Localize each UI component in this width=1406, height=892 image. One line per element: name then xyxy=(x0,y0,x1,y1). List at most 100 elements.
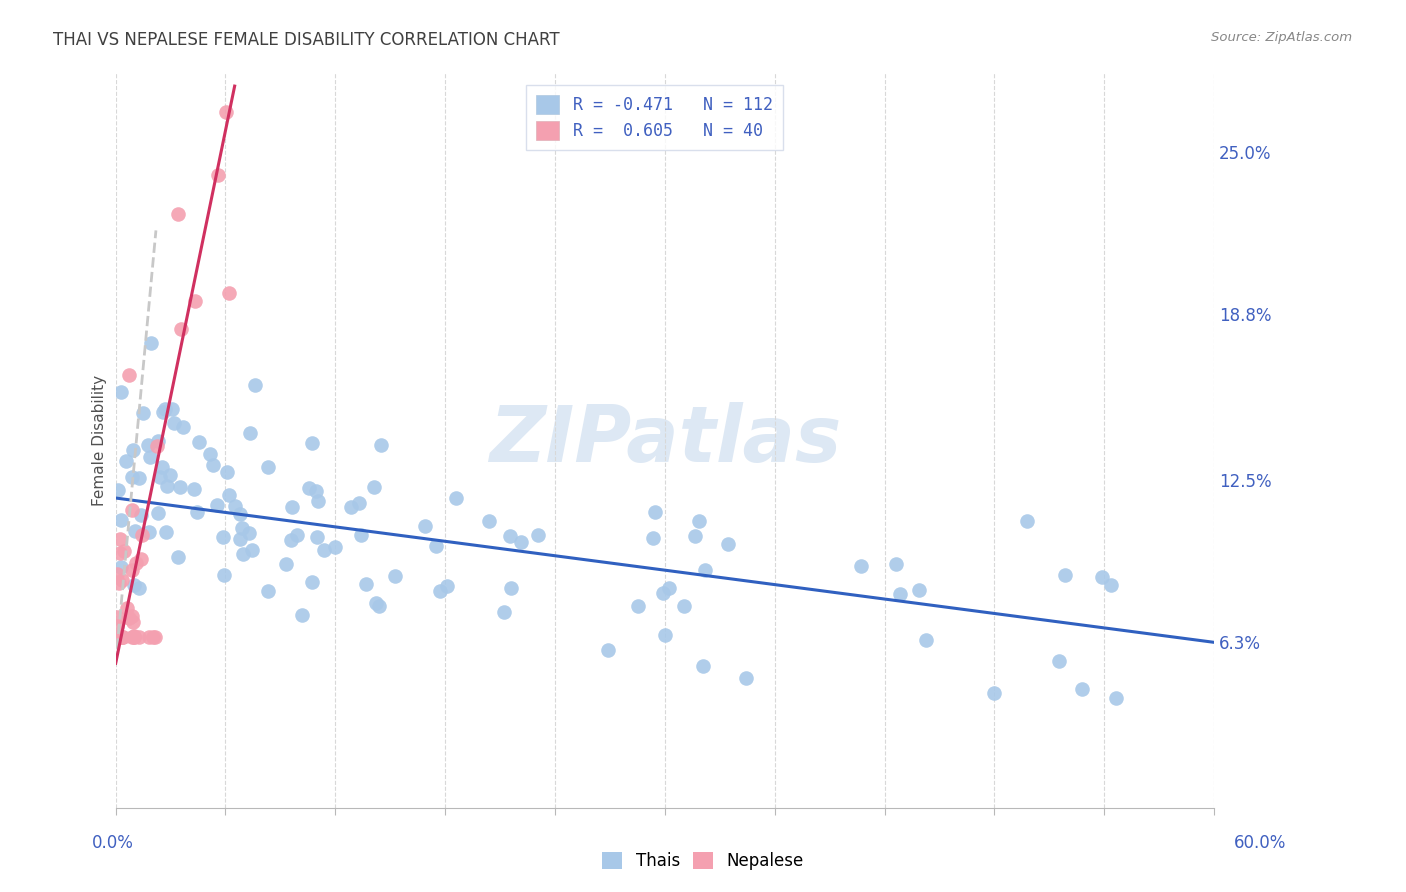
Point xyxy=(167,207,190,221)
Point xyxy=(146,434,169,448)
Point xyxy=(132,406,155,420)
Point xyxy=(350,527,373,541)
Point xyxy=(285,528,308,542)
Point xyxy=(128,581,150,595)
Point xyxy=(367,599,389,614)
Point xyxy=(105,610,128,624)
Point xyxy=(301,436,323,450)
Point xyxy=(187,434,209,449)
Point xyxy=(305,484,328,499)
Point xyxy=(693,563,716,577)
Point xyxy=(425,540,447,554)
Point xyxy=(163,416,186,430)
Point xyxy=(240,542,263,557)
Point xyxy=(142,630,165,644)
Text: THAI VS NEPALESE FEMALE DISABILITY CORRELATION CHART: THAI VS NEPALESE FEMALE DISABILITY CORRE… xyxy=(53,31,560,49)
Point xyxy=(915,633,938,648)
Point xyxy=(1015,514,1038,528)
Point xyxy=(444,491,467,505)
Legend: Thais, Nepalese: Thais, Nepalese xyxy=(596,845,810,877)
Point xyxy=(139,450,162,464)
Point xyxy=(122,443,145,458)
Point xyxy=(849,559,872,574)
Point xyxy=(983,686,1005,700)
Point xyxy=(492,605,515,619)
Point xyxy=(145,439,167,453)
Point xyxy=(128,471,150,485)
Point xyxy=(658,581,681,595)
Point xyxy=(202,458,225,472)
Point xyxy=(231,520,253,534)
Point xyxy=(257,583,280,598)
Point xyxy=(499,582,522,596)
Point xyxy=(198,447,221,461)
Point xyxy=(129,508,152,522)
Point xyxy=(111,630,134,644)
Point xyxy=(150,460,173,475)
Point xyxy=(280,500,302,514)
Point xyxy=(121,470,143,484)
Point xyxy=(291,607,314,622)
Point xyxy=(1105,690,1128,705)
Point xyxy=(136,438,159,452)
Point xyxy=(162,402,184,417)
Point xyxy=(652,586,675,600)
Point xyxy=(207,169,229,183)
Point xyxy=(110,513,132,527)
Point xyxy=(363,480,385,494)
Point xyxy=(644,504,666,518)
Point xyxy=(1053,568,1076,582)
Point xyxy=(298,481,321,495)
Point xyxy=(122,630,145,644)
Point xyxy=(121,615,143,629)
Point xyxy=(1091,570,1114,584)
Point xyxy=(110,560,132,574)
Point xyxy=(121,609,143,624)
Point xyxy=(889,587,911,601)
Point xyxy=(112,544,135,558)
Point xyxy=(207,498,229,512)
Text: ZIPatlas: ZIPatlas xyxy=(489,402,841,478)
Point xyxy=(170,322,193,336)
Point xyxy=(107,630,129,644)
Point xyxy=(672,599,695,613)
Point xyxy=(115,453,138,467)
Point xyxy=(121,503,143,517)
Point xyxy=(138,630,160,644)
Point xyxy=(627,599,650,613)
Point xyxy=(215,105,238,120)
Point xyxy=(111,630,134,644)
Point xyxy=(498,529,520,543)
Legend: R = -0.471   N = 112, R =  0.605   N = 40: R = -0.471 N = 112, R = 0.605 N = 40 xyxy=(526,85,783,150)
Point xyxy=(224,500,246,514)
Point xyxy=(347,495,370,509)
Point xyxy=(131,528,153,542)
Point xyxy=(159,468,181,483)
Point xyxy=(384,568,406,582)
Text: 0.0%: 0.0% xyxy=(91,834,134,852)
Point xyxy=(366,596,388,610)
Point xyxy=(105,630,128,644)
Point xyxy=(717,537,740,551)
Point xyxy=(1047,653,1070,667)
Point xyxy=(155,479,177,493)
Point xyxy=(243,378,266,392)
Point xyxy=(1099,578,1122,592)
Point xyxy=(884,557,907,571)
Point xyxy=(152,405,174,419)
Point xyxy=(413,519,436,533)
Point xyxy=(312,542,335,557)
Point xyxy=(146,506,169,520)
Point xyxy=(111,630,134,644)
Point xyxy=(124,630,146,644)
Point xyxy=(155,524,177,539)
Point xyxy=(692,658,714,673)
Point xyxy=(307,494,329,508)
Point xyxy=(685,529,707,543)
Point xyxy=(370,438,392,452)
Point xyxy=(654,628,676,642)
Point xyxy=(117,611,139,625)
Point xyxy=(211,530,233,544)
Point xyxy=(124,524,146,538)
Y-axis label: Female Disability: Female Disability xyxy=(93,375,107,506)
